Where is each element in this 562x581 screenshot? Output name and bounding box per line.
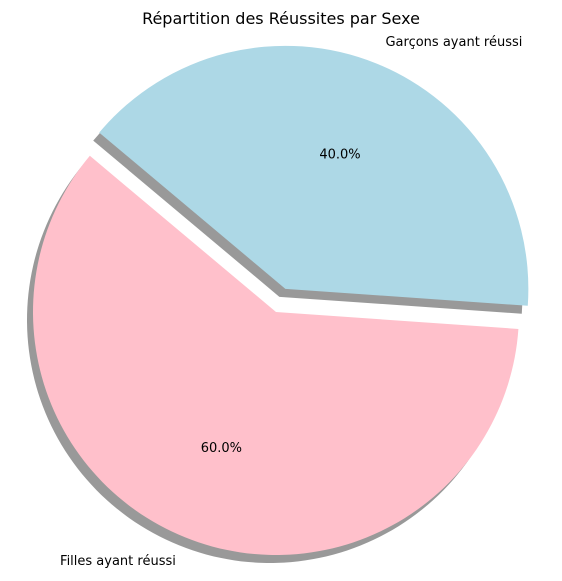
slice-percent-label: 40.0% [319, 148, 360, 163]
slice-category-label: Filles ayant réussi [60, 554, 176, 569]
slice-labels: 60.0% Filles ayant réussi 40.0% Garçons aya… [60, 35, 522, 569]
slice-percent-label: 60.0% [201, 441, 242, 456]
slices [33, 45, 529, 555]
chart-title: Répartition des Réussites par Sexe [142, 9, 420, 28]
slice-category-label: Garçons ayant réussi [385, 35, 522, 50]
slice-filles-ayant-reussi [33, 155, 519, 555]
slice-garcons-ayant-reussi [99, 45, 529, 306]
